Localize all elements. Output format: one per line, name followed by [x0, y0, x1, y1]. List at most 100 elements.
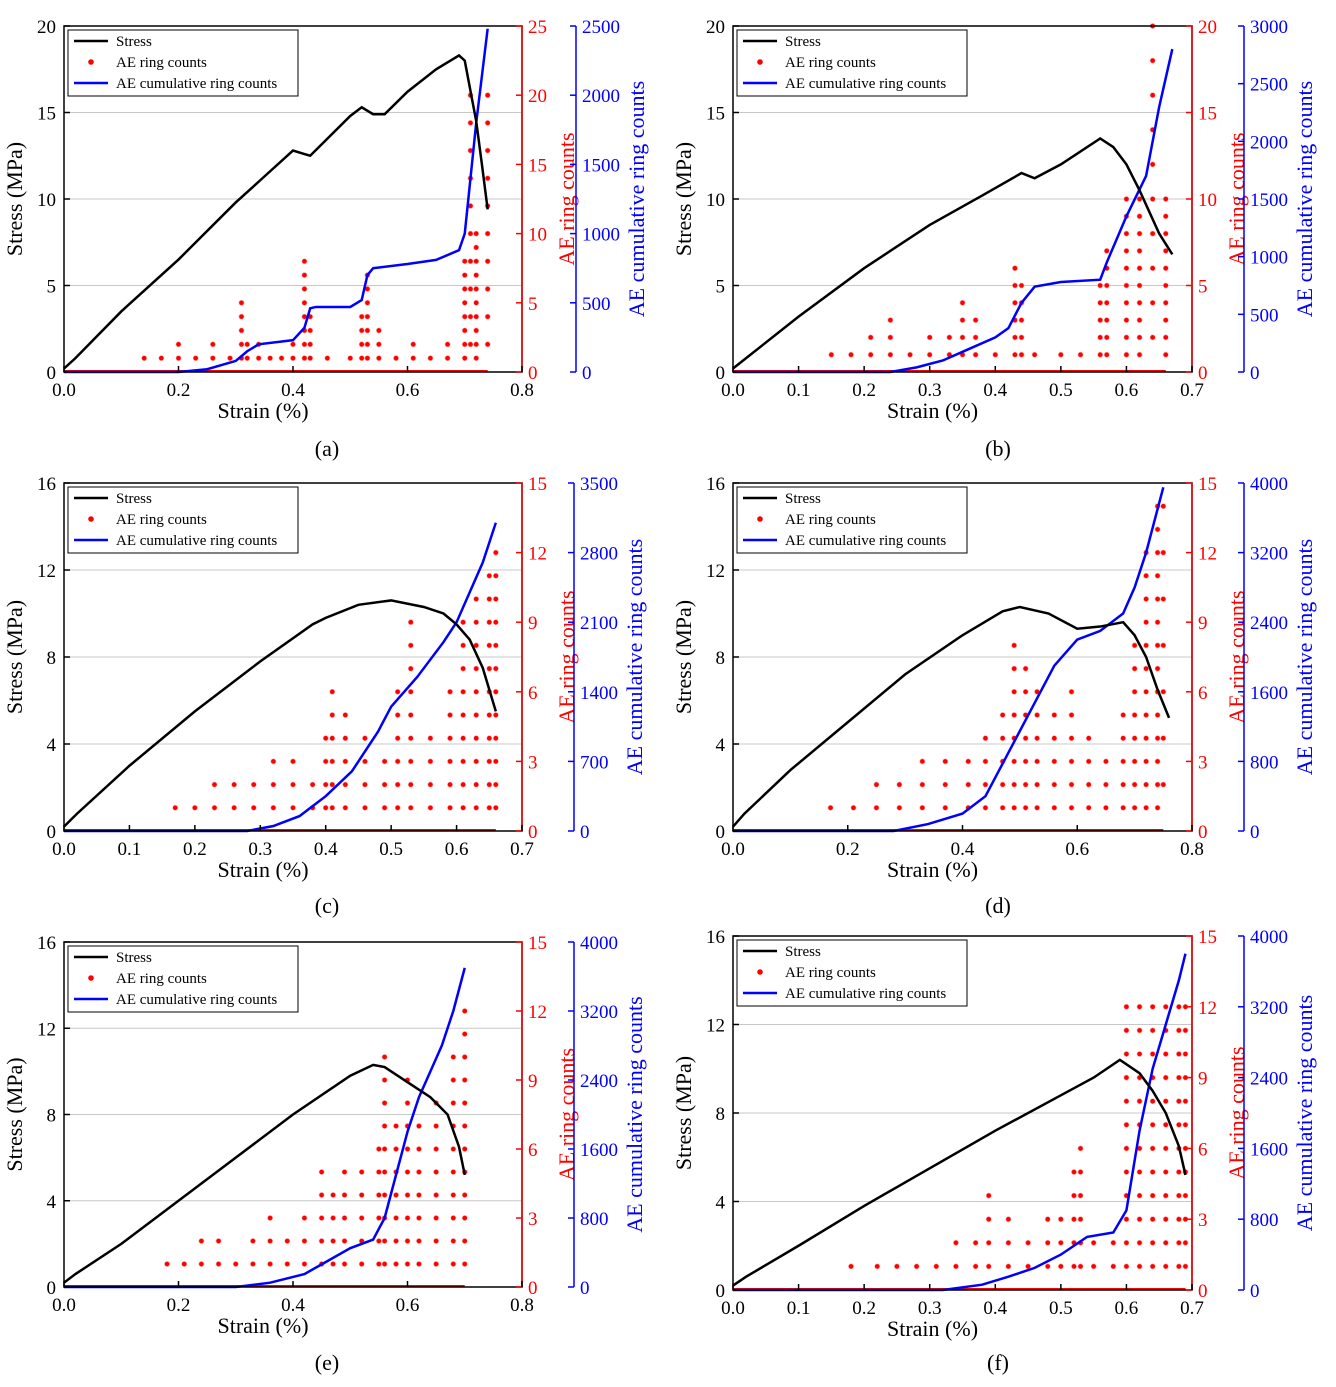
ae-count-point	[231, 781, 238, 788]
ae-count-point	[393, 1192, 399, 1198]
ae-cumulative-tick-label: 3200	[1250, 544, 1288, 565]
ae-count-point	[433, 1261, 440, 1267]
ae-count-point	[450, 1054, 457, 1060]
ae-count-point	[1034, 758, 1040, 765]
ae-count-point	[484, 341, 491, 348]
legend-ae-count-label: AE ring counts	[785, 965, 876, 981]
stress-tick-label: 5	[47, 277, 57, 298]
ae-cumulative-tick-label: 0	[1250, 363, 1260, 384]
ae-count-point	[473, 299, 480, 306]
ae-count-point	[381, 804, 388, 811]
ae-count-point	[329, 688, 336, 695]
ae-count-point	[1182, 1027, 1189, 1034]
ae-count-point	[1097, 317, 1104, 323]
ae-count-point	[250, 1238, 256, 1244]
ae-count-tick-label: 0	[528, 1278, 538, 1299]
ae-count-point	[867, 334, 874, 341]
ae-count-tick-label: 6	[528, 683, 538, 704]
ae-count-point	[1175, 1027, 1182, 1034]
stress-tick-label: 12	[37, 561, 56, 582]
ae-count-point	[1131, 804, 1138, 811]
ae-count-point	[492, 712, 499, 718]
ae-count-point	[1149, 230, 1156, 237]
ae-count-point	[985, 1192, 992, 1199]
legend-stress-label: Stress	[785, 944, 821, 960]
ae-count-point	[1162, 317, 1169, 323]
ae-count-point	[492, 572, 499, 579]
stress-line	[732, 1058, 1187, 1287]
ae-count-point	[1022, 804, 1029, 811]
ae-count-point	[447, 735, 453, 742]
strain-axis-title: Strain (%)	[887, 1316, 978, 1341]
strain-axis-title: Strain (%)	[887, 398, 978, 423]
ae-count-point	[1034, 781, 1040, 788]
ae-count-point	[1018, 317, 1025, 323]
ae-count-point	[492, 619, 499, 626]
ae-count-point	[231, 804, 238, 811]
ae-count-point	[329, 781, 336, 788]
ae-count-point	[1068, 712, 1075, 718]
ae-count-point	[486, 758, 493, 765]
ae-count-point	[982, 781, 989, 788]
ae-count-point	[848, 351, 854, 358]
ae-count-point	[486, 804, 493, 811]
ae-count-point	[1103, 804, 1109, 811]
ae-count-point	[1136, 1051, 1143, 1057]
ae-count-point	[284, 1238, 291, 1244]
ae-count-point	[198, 1238, 205, 1244]
ae-count-point	[907, 351, 913, 358]
ae-count-point	[1012, 265, 1018, 272]
ae-count-point	[267, 1238, 273, 1244]
ae-cumulative-tick-label: 1500	[1250, 190, 1288, 211]
ae-count-point	[290, 804, 296, 811]
strain-tick-label: 0.6	[396, 380, 420, 401]
ae-count-point	[1149, 1145, 1156, 1152]
ae-count-point	[444, 341, 451, 348]
ae-count-point	[238, 341, 245, 348]
ae-count-point	[1011, 642, 1018, 649]
ae-count-point	[301, 1215, 308, 1221]
ae-count-point	[1044, 1216, 1051, 1223]
stress-tick-label: 12	[706, 561, 725, 582]
strain-tick-label: 0.3	[918, 380, 942, 401]
ae-count-point	[1068, 804, 1075, 811]
ae-count-point	[407, 804, 414, 811]
ae-count-point	[209, 355, 216, 362]
ae-count-point	[1131, 712, 1138, 718]
ae-count-point	[450, 1238, 457, 1244]
ae-count-axis-title: AE ring counts	[1224, 590, 1249, 723]
ae-count-point	[1005, 1263, 1012, 1270]
stress-tick-label: 10	[37, 190, 56, 211]
strain-tick-label: 0.6	[1115, 1298, 1139, 1319]
strain-tick-label: 0.0	[721, 839, 745, 860]
ae-count-point	[330, 1238, 336, 1244]
ae-count-point	[404, 1261, 411, 1267]
ae-count-point	[250, 781, 257, 788]
legend-ae-count-swatch	[88, 516, 94, 522]
ae-count-point	[393, 1215, 399, 1221]
ae-count-point	[394, 781, 401, 788]
strain-tick-label: 0.0	[52, 380, 76, 401]
strain-tick-label: 0.6	[1065, 839, 1089, 860]
ae-count-point	[211, 804, 218, 811]
stress-axis-title: Stress (MPa)	[2, 600, 27, 714]
ae-count-point	[1149, 299, 1156, 306]
ae-count-point	[381, 1077, 388, 1083]
ae-count-point	[1085, 758, 1092, 765]
ae-count-point	[324, 355, 331, 362]
ae-count-point	[1085, 735, 1092, 742]
ae-count-point	[946, 334, 953, 341]
ae-count-point	[404, 1238, 411, 1244]
stress-tick-label: 0	[716, 363, 726, 384]
ae-count-point	[1097, 334, 1104, 341]
legend-stress-label: Stress	[116, 34, 152, 50]
ae-count-point	[1005, 1216, 1012, 1223]
ae-count-point	[461, 1215, 468, 1221]
ae-count-point	[473, 781, 480, 788]
ae-count-point	[450, 1146, 457, 1152]
ae-count-point	[486, 735, 493, 742]
ae-cumulative-tick-label: 2000	[1250, 132, 1288, 153]
ae-count-point	[1136, 1192, 1143, 1199]
ae-count-tick-label: 5	[1198, 277, 1208, 298]
strain-tick-label: 0.5	[1049, 380, 1073, 401]
